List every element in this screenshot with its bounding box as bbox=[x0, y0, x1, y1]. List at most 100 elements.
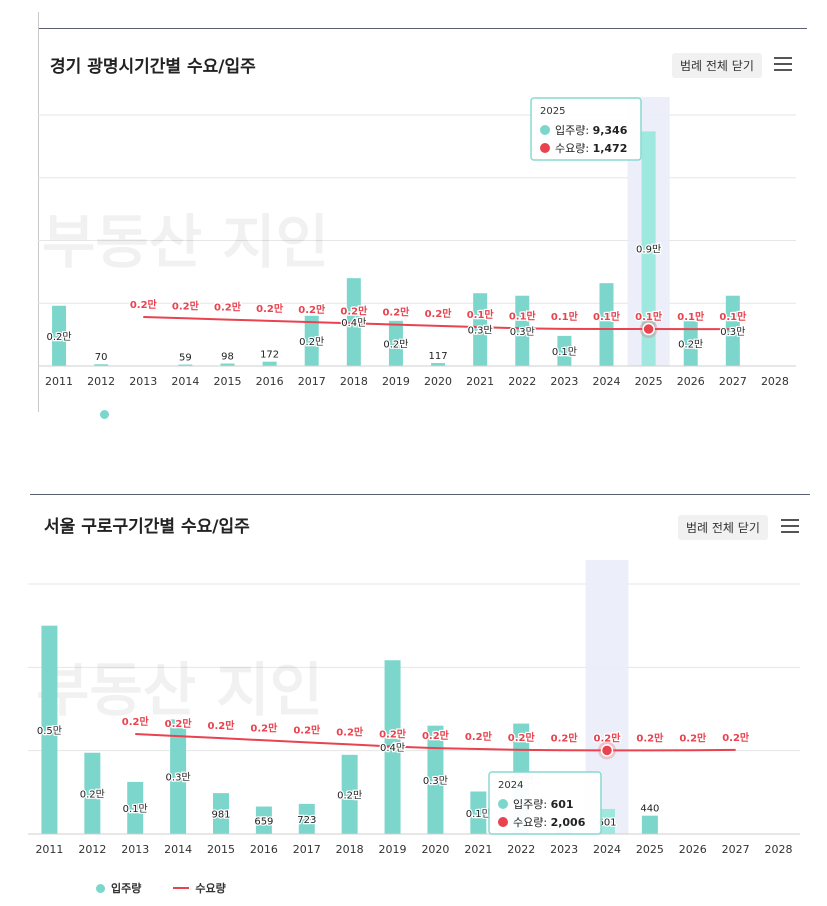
x-tick-label: 2023 bbox=[550, 375, 578, 388]
bar bbox=[683, 320, 698, 366]
legend-label-demand: 수요량 bbox=[195, 882, 226, 895]
demand-value-label: 0.2만 bbox=[214, 301, 242, 314]
x-tick-label: 2019 bbox=[382, 375, 410, 388]
bar bbox=[470, 791, 487, 834]
x-tick-label: 2022 bbox=[507, 843, 535, 856]
x-tick-label: 2013 bbox=[121, 843, 149, 856]
demand-value-label: 0.2만 bbox=[422, 729, 450, 742]
demand-value-label: 0.2만 bbox=[172, 299, 200, 312]
x-tick-label: 2016 bbox=[250, 843, 278, 856]
panel-top-border bbox=[38, 28, 807, 29]
bar bbox=[599, 808, 615, 834]
demand-value-label: 0.2만 bbox=[379, 728, 407, 741]
bar bbox=[431, 363, 446, 366]
legend-item-demand[interactable]: 수요량 bbox=[173, 880, 226, 896]
x-tick-label: 2015 bbox=[207, 843, 235, 856]
bar bbox=[641, 131, 656, 366]
bar-value-label: 0.9만 bbox=[636, 244, 661, 256]
x-tick-label: 2011 bbox=[45, 375, 73, 388]
bar bbox=[388, 320, 403, 366]
x-tick-label: 2028 bbox=[765, 843, 793, 856]
legend-item-supply[interactable]: 입주량 bbox=[96, 880, 141, 896]
chart-title: 경기 광명시기간별 수요/입주 bbox=[50, 57, 256, 77]
tooltip-supply-dot bbox=[540, 125, 550, 135]
demand-value-label: 0.2만 bbox=[382, 306, 410, 319]
bar-value-label: 0.1만 bbox=[466, 808, 491, 820]
bar bbox=[427, 725, 444, 834]
x-tick-label: 2018 bbox=[340, 375, 368, 388]
tooltip-box bbox=[530, 97, 642, 161]
demand-value-label: 0.2만 bbox=[165, 717, 193, 730]
tooltip: 2024 입주량: 601 수요량: 2,006 bbox=[488, 771, 602, 835]
bar-value-label: 440 bbox=[640, 804, 659, 815]
x-tick-label: 2011 bbox=[35, 843, 63, 856]
bar bbox=[557, 335, 572, 366]
bar-value-label: 0.1만 bbox=[552, 346, 577, 358]
x-tick-label: 2019 bbox=[379, 843, 407, 856]
demand-value-label: 0.1만 bbox=[719, 310, 747, 323]
x-tick-label: 2023 bbox=[550, 843, 578, 856]
bar-value-label: 0.4만 bbox=[341, 317, 366, 329]
bar-value-label: 172 bbox=[260, 350, 279, 361]
bar bbox=[170, 719, 187, 834]
x-tick-label: 2014 bbox=[171, 375, 199, 388]
x-tick-label: 2020 bbox=[421, 843, 449, 856]
demand-value-label: 0.1만 bbox=[509, 309, 537, 322]
demand-value-label: 0.2만 bbox=[293, 723, 321, 736]
legend-row-clipped bbox=[40, 408, 240, 420]
bar bbox=[304, 315, 319, 366]
demand-value-label: 0.2만 bbox=[208, 719, 236, 732]
bar-value-label: 723 bbox=[297, 815, 316, 826]
demand-value-label: 0.2만 bbox=[465, 730, 493, 743]
bar bbox=[52, 305, 67, 366]
legend-label-supply: 입주량 bbox=[111, 882, 142, 895]
bar bbox=[178, 364, 193, 366]
legend-toggle-button[interactable]: 범례 전체 닫기 bbox=[672, 53, 762, 78]
bar bbox=[515, 295, 530, 366]
bar-value-label: 0.2만 bbox=[299, 336, 324, 348]
x-tick-label: 2012 bbox=[78, 843, 106, 856]
demand-value-label: 0.2만 bbox=[594, 731, 622, 744]
bar bbox=[255, 806, 272, 834]
x-tick-label: 2026 bbox=[677, 375, 705, 388]
bar bbox=[641, 815, 658, 834]
demand-value-label: 0.1만 bbox=[467, 308, 495, 321]
x-tick-label: 2020 bbox=[424, 375, 452, 388]
panel-top-border bbox=[30, 494, 810, 495]
bar bbox=[599, 283, 614, 366]
demand-value-label: 0.2만 bbox=[636, 731, 664, 744]
demand-value-label: 0.2만 bbox=[340, 304, 368, 317]
x-tick-label: 2024 bbox=[593, 375, 621, 388]
highlight-marker bbox=[642, 322, 655, 336]
x-tick-label: 2021 bbox=[466, 375, 494, 388]
legend-toggle-button[interactable]: 범례 전체 닫기 bbox=[678, 515, 768, 540]
bar-value-label: 98 bbox=[221, 352, 234, 363]
x-tick-label: 2017 bbox=[293, 843, 321, 856]
bar bbox=[127, 781, 144, 834]
bar bbox=[346, 278, 361, 366]
tooltip-supply: 입주량: 9,346 bbox=[555, 124, 628, 137]
hamburger-menu-icon[interactable] bbox=[774, 57, 792, 71]
bar-value-label: 659 bbox=[254, 816, 273, 827]
bar-value-label: 0.3만 bbox=[720, 326, 745, 338]
chart-panel-gwangmyeong: 경기 광명시기간별 수요/입주 범례 전체 닫기 부동산 지인 0.2만 70 59 9… bbox=[0, 0, 827, 420]
bar bbox=[473, 293, 488, 366]
demand-value-label: 0.2만 bbox=[256, 302, 284, 315]
bar bbox=[94, 364, 109, 366]
bar bbox=[213, 793, 229, 834]
demand-value-label: 0.2만 bbox=[250, 721, 278, 734]
bar-value-label: 70 bbox=[95, 352, 108, 363]
demand-value-label: 0.1만 bbox=[551, 310, 579, 323]
tooltip: 2025 입주량: 9,346 수요량: 1,472 bbox=[530, 97, 642, 161]
hamburger-menu-icon[interactable] bbox=[781, 519, 799, 533]
x-tick-label: 2024 bbox=[593, 843, 621, 856]
x-tick-label: 2015 bbox=[214, 375, 242, 388]
x-tick-label: 2012 bbox=[87, 375, 115, 388]
bar bbox=[262, 361, 277, 366]
x-tick-label: 2022 bbox=[508, 375, 536, 388]
demand-value-label: 0.2만 bbox=[336, 725, 364, 738]
demand-value-label: 0.2만 bbox=[122, 715, 150, 728]
x-tick-label: 2025 bbox=[635, 375, 663, 388]
